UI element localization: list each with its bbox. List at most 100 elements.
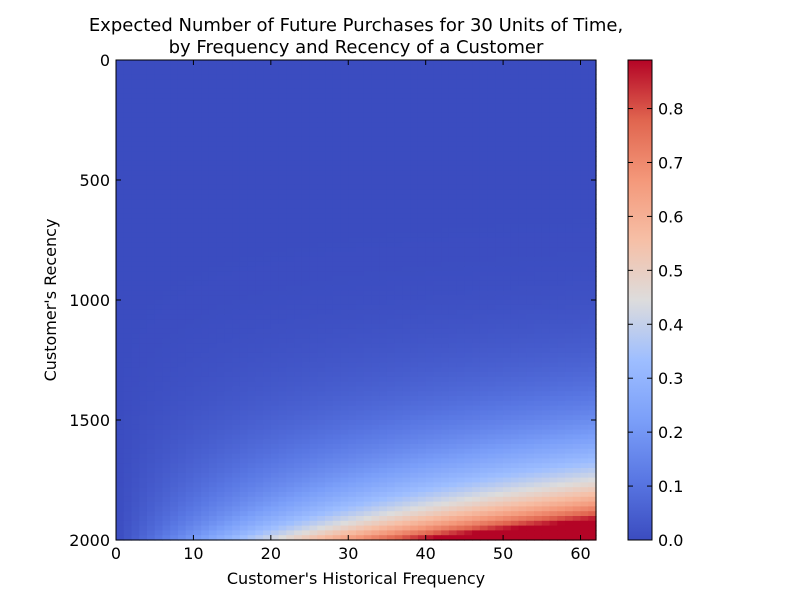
heatmap-cell: [193, 266, 202, 272]
heatmap-cell: [588, 204, 597, 210]
heatmap-cell: [193, 60, 202, 66]
heatmap-cell: [185, 439, 195, 445]
heatmap-cell: [185, 309, 195, 315]
heatmap-cell: [270, 290, 280, 296]
heatmap-cell: [572, 170, 582, 176]
heatmap-cell: [216, 319, 225, 325]
heatmap-cell: [417, 223, 427, 229]
heatmap-cell: [270, 314, 280, 320]
heatmap-cell: [131, 146, 140, 152]
heatmap-cell: [487, 256, 496, 263]
heatmap-cell: [526, 79, 535, 85]
heatmap-cell: [131, 386, 140, 392]
heatmap-cell: [371, 194, 380, 200]
heatmap-cell: [580, 285, 589, 291]
heatmap-cell: [286, 376, 295, 383]
heatmap-cell: [371, 108, 380, 114]
heatmap-cell: [208, 84, 218, 90]
heatmap-cell: [146, 165, 156, 171]
heatmap-cell: [441, 146, 450, 152]
heatmap-cell: [386, 180, 396, 186]
heatmap-cell: [193, 256, 202, 263]
heatmap-cell: [356, 199, 365, 205]
heatmap-cell: [255, 165, 264, 171]
heatmap-cell: [379, 127, 388, 133]
heatmap-cell: [549, 69, 558, 75]
heatmap-cell: [518, 304, 527, 311]
heatmap-cell: [541, 180, 551, 186]
heatmap-cell: [487, 175, 496, 181]
heatmap-cell: [464, 84, 473, 90]
heatmap-cell: [417, 362, 427, 368]
heatmap-cell: [557, 132, 566, 138]
heatmap-cell: [255, 180, 264, 186]
heatmap-cell: [193, 74, 202, 80]
heatmap-cell: [425, 98, 435, 104]
heatmap-cell: [356, 381, 365, 387]
heatmap-cell: [185, 122, 195, 128]
heatmap-cell: [146, 93, 156, 99]
heatmap-cell: [425, 333, 435, 339]
heatmap-cell: [278, 204, 287, 210]
heatmap-cell: [263, 151, 272, 157]
heatmap-cell: [379, 295, 388, 301]
heatmap-cell: [495, 175, 504, 181]
heatmap-cell: [309, 218, 318, 224]
heatmap-cell: [294, 352, 303, 359]
heatmap-cell: [286, 372, 295, 378]
heatmap-cell: [433, 237, 442, 243]
heatmap-cell: [441, 266, 450, 272]
heatmap-cell: [456, 136, 465, 143]
heatmap-cell: [263, 208, 272, 215]
heatmap-cell: [487, 141, 496, 147]
heatmap-cell: [139, 232, 148, 239]
heatmap-cell: [472, 280, 481, 287]
heatmap-cell: [456, 112, 465, 119]
heatmap-cell: [441, 362, 450, 368]
heatmap-cell: [541, 98, 551, 104]
heatmap-cell: [247, 276, 256, 282]
heatmap-cell: [588, 367, 597, 373]
heatmap-cell: [534, 362, 543, 368]
heatmap-cell: [139, 108, 148, 114]
heatmap-cell: [526, 338, 535, 344]
heatmap-cell: [433, 242, 442, 248]
heatmap-cell: [348, 208, 357, 215]
heatmap-cell: [487, 285, 496, 291]
heatmap-cell: [309, 304, 318, 311]
heatmap-cell: [356, 357, 365, 363]
heatmap-cell: [123, 199, 133, 205]
heatmap-cell: [232, 424, 241, 431]
heatmap-cell: [410, 151, 419, 157]
heatmap-cell: [441, 439, 450, 445]
heatmap-cell: [309, 232, 318, 239]
heatmap-cell: [332, 84, 342, 90]
heatmap-cell: [479, 295, 489, 301]
heatmap-cell: [565, 295, 574, 301]
heatmap-cell: [177, 232, 187, 239]
heatmap-cell: [541, 247, 551, 253]
heatmap-cell: [464, 98, 473, 104]
heatmap-cell: [332, 122, 342, 128]
heatmap-cell: [580, 242, 589, 248]
heatmap-cell: [278, 266, 287, 272]
heatmap-cell: [216, 300, 225, 306]
heatmap-cell: [301, 213, 311, 219]
heatmap-cell: [433, 285, 442, 291]
heatmap-cell: [177, 396, 187, 402]
heatmap-cell: [216, 208, 225, 215]
heatmap-cell: [518, 319, 527, 325]
heatmap-cell: [541, 218, 551, 224]
heatmap-cell: [317, 79, 326, 85]
heatmap-cell: [417, 338, 427, 344]
heatmap-cell: [425, 237, 435, 243]
heatmap-cell: [286, 410, 295, 416]
heatmap-cell: [139, 180, 148, 186]
heatmap-cell: [162, 324, 171, 330]
heatmap-cell: [325, 98, 334, 104]
heatmap-cell: [433, 228, 442, 234]
heatmap-cell: [371, 136, 380, 143]
heatmap-cell: [116, 156, 125, 162]
heatmap-cell: [340, 151, 349, 157]
heatmap-cell: [410, 170, 419, 176]
